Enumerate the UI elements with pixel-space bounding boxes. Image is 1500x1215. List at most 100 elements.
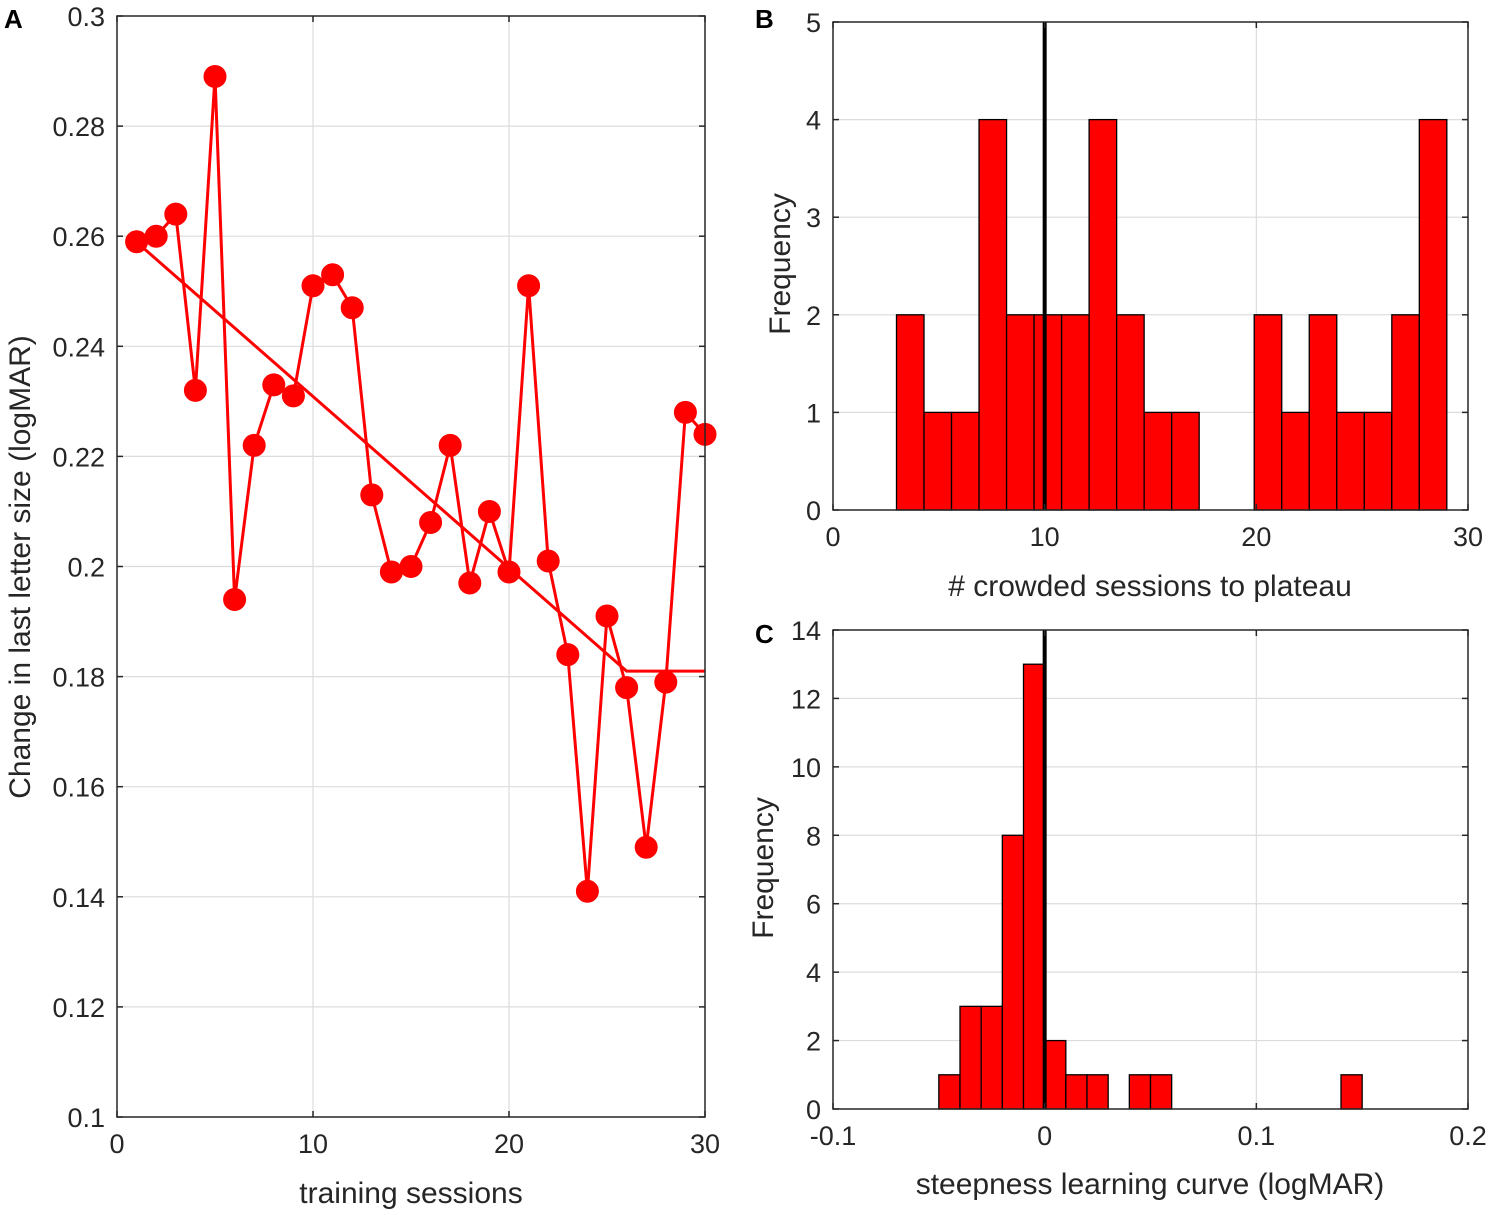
x-tick-label: 30 <box>1453 522 1483 552</box>
x-axis-label: # crowded sessions to plateau <box>948 570 1352 603</box>
histogram-bar <box>1001 834 1025 1110</box>
data-point <box>399 555 423 578</box>
y-tick-label: 0.14 <box>52 883 105 913</box>
y-tick-label: 5 <box>806 8 821 38</box>
histogram-bar <box>1005 314 1035 511</box>
y-tick-label: 8 <box>806 821 821 851</box>
data-point <box>281 384 305 408</box>
x-tick-label: 0.2 <box>1449 1121 1487 1151</box>
y-tick-label: 0.22 <box>52 442 105 472</box>
y-tick-label: 2 <box>806 1027 821 1057</box>
histogram-bar <box>1308 314 1338 511</box>
data-point <box>556 643 580 667</box>
data-point <box>477 499 501 523</box>
x-tick-label: 20 <box>1241 522 1271 552</box>
histogram-bar <box>1086 1074 1109 1110</box>
x-tick-label: 10 <box>298 1129 328 1159</box>
panel-b: B 0 10 20 30 0 1 2 3 4 5 # crowded sessions to p… <box>755 4 1483 603</box>
y-tick-label: 0.18 <box>52 663 105 693</box>
panel-label-a: A <box>4 4 23 34</box>
histogram-bar <box>895 314 925 511</box>
data-point <box>144 224 168 248</box>
y-tick-label: 0.24 <box>52 332 105 362</box>
panel-label-c: C <box>755 619 774 649</box>
histogram-bar <box>1060 314 1090 511</box>
data-point <box>615 676 639 700</box>
data-point <box>379 560 403 584</box>
histogram-bar <box>950 411 980 511</box>
y-tick-label: 0.16 <box>52 773 105 803</box>
histogram-bar <box>1418 118 1448 511</box>
histogram-bar <box>1363 411 1393 511</box>
y-tick-label: 0.1 <box>67 1103 105 1133</box>
data-point <box>458 571 482 595</box>
axes-frame <box>832 629 1469 1110</box>
x-tick-label: 0 <box>825 522 840 552</box>
y-tick-label: 0.2 <box>67 553 105 583</box>
data-point <box>360 483 384 507</box>
histogram-bar <box>1065 1074 1088 1110</box>
data-point <box>183 378 207 402</box>
x-tick-label: 0.1 <box>1238 1121 1276 1151</box>
data-point <box>438 433 462 457</box>
histogram-bar <box>1336 411 1365 511</box>
histogram-bar <box>1171 411 1200 511</box>
data-point <box>419 510 443 534</box>
data-point <box>223 588 247 612</box>
histogram-bar <box>1391 314 1420 511</box>
data-point <box>536 549 560 573</box>
data-point <box>301 274 325 298</box>
y-tick-label: 3 <box>806 203 821 233</box>
x-tick-label: -0.1 <box>810 1121 857 1151</box>
x-tick-label: 0 <box>1037 1121 1052 1151</box>
y-tick-label: 0.28 <box>52 112 105 142</box>
data-point <box>242 433 266 457</box>
y-tick-label: 0.3 <box>67 2 105 32</box>
y-tick-label: 2 <box>806 301 821 331</box>
histogram-bar <box>1143 411 1173 511</box>
y-axis-label: Frequency <box>764 193 797 335</box>
x-axis-label: training sessions <box>299 1177 522 1210</box>
y-tick-label: 0 <box>806 496 821 526</box>
histogram-bar <box>1149 1074 1173 1110</box>
histogram-bar <box>1044 1039 1067 1110</box>
histogram-bar <box>1128 1074 1152 1110</box>
data-point <box>654 670 678 694</box>
data-point <box>164 202 188 226</box>
y-axis-label: Change in last letter size (logMAR) <box>4 335 37 799</box>
histogram-bar <box>959 1005 982 1110</box>
y-tick-label: 1 <box>806 398 821 428</box>
data-point <box>497 560 521 584</box>
data-point <box>262 373 286 397</box>
x-axis-label: steepness learning curve (logMAR) <box>916 1168 1385 1201</box>
y-axis-label: Frequency <box>747 797 780 939</box>
panel-a: A 0 10 20 30 0.1 0.12 0.14 0.16 0.18 0.2 0.22 0.24… <box>4 2 720 1210</box>
histogram-bar <box>1115 314 1145 511</box>
data-point <box>125 230 149 254</box>
y-tick-label: 12 <box>791 684 821 714</box>
data-point <box>517 274 541 298</box>
histogram-bar <box>978 118 1008 511</box>
x-tick-label: 10 <box>1030 522 1060 552</box>
histogram-bar <box>938 1074 961 1110</box>
x-tick-label: 30 <box>690 1129 720 1159</box>
y-tick-label: 0.12 <box>52 993 105 1023</box>
data-point <box>321 263 345 287</box>
x-tick-label: 20 <box>494 1129 524 1159</box>
histogram-bar <box>1340 1074 1363 1110</box>
histogram-bar <box>1022 663 1046 1110</box>
data-line <box>136 76 707 892</box>
y-tick-label: 10 <box>791 753 821 783</box>
data-point <box>340 296 364 320</box>
histogram-bar <box>1033 314 1063 511</box>
y-tick-label: 4 <box>806 958 821 988</box>
histogram-bar <box>923 411 953 511</box>
histogram-bar <box>1253 314 1283 511</box>
data-point <box>673 400 697 424</box>
x-tick-label: 0 <box>109 1129 124 1159</box>
data-point <box>575 879 599 903</box>
axes-frame <box>832 21 1469 511</box>
histogram-bar <box>980 1005 1003 1110</box>
